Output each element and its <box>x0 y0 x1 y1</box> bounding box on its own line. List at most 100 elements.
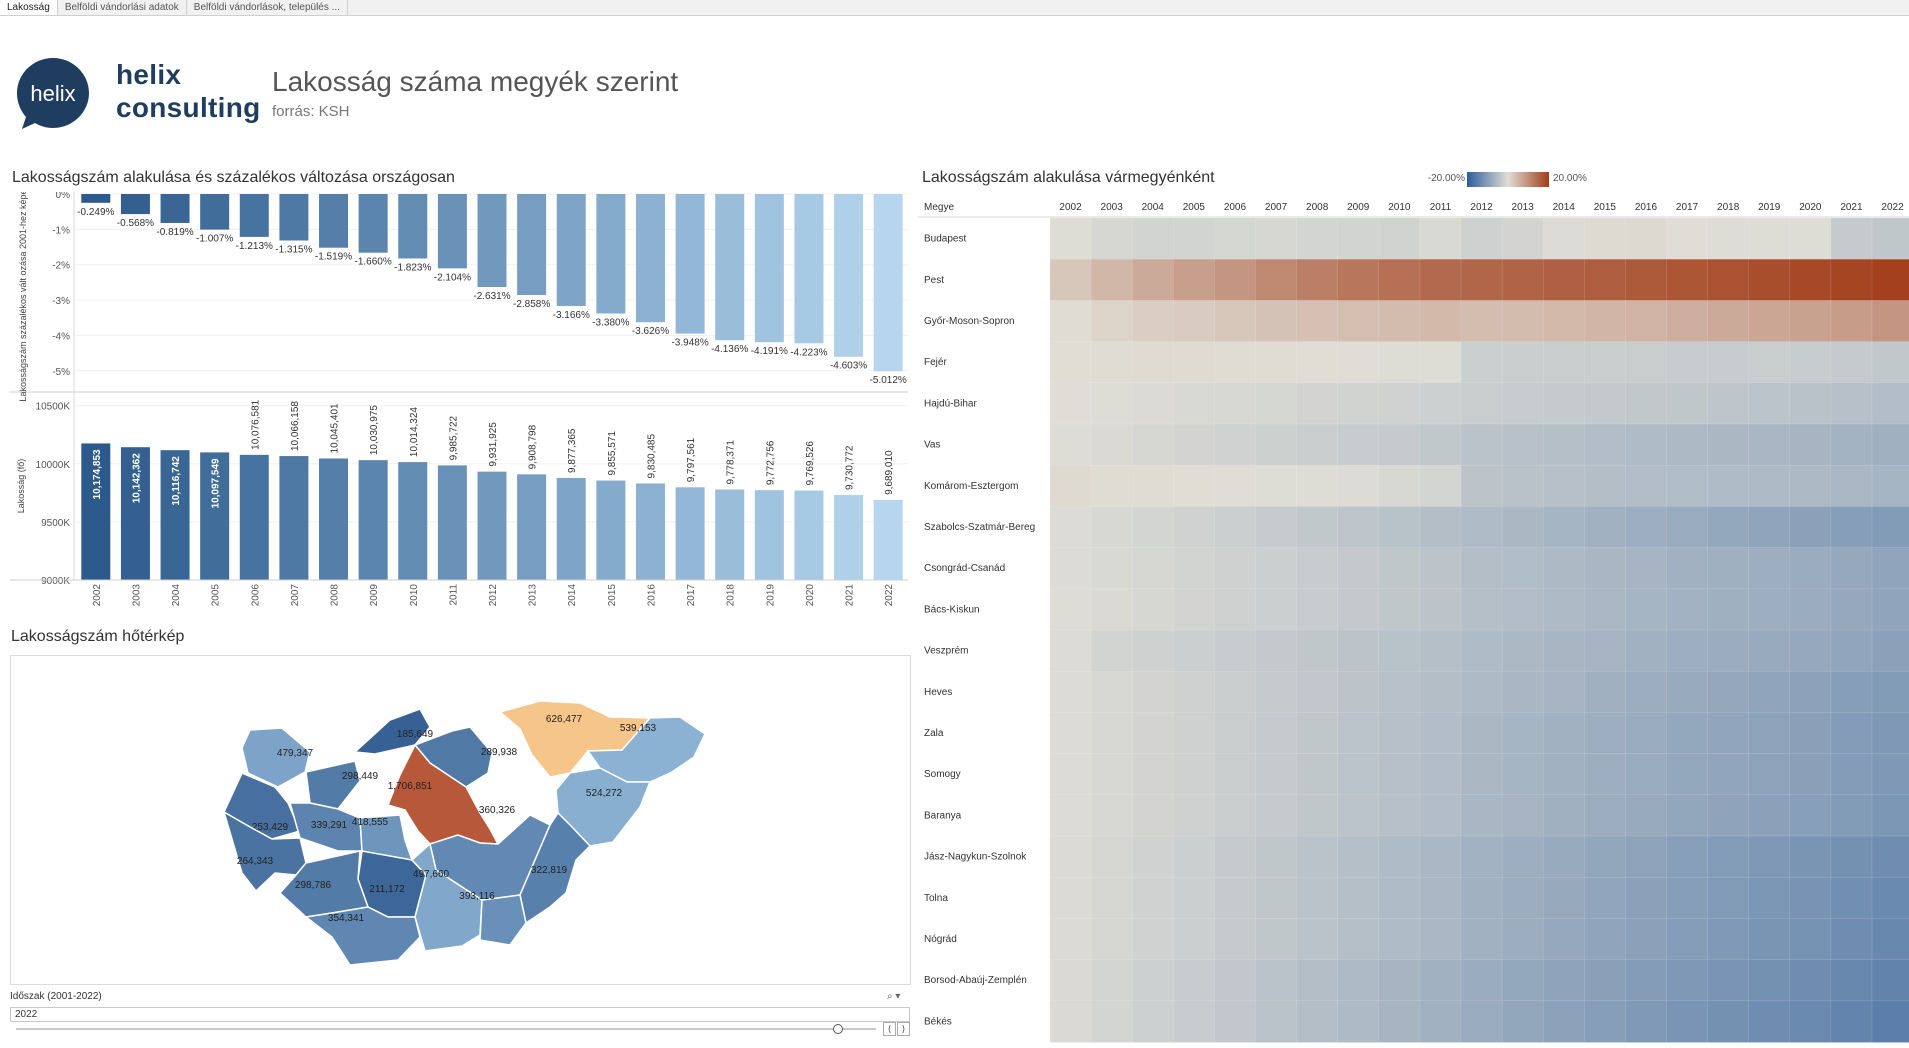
heatmap-cell <box>1666 258 1709 302</box>
heatmap-cell <box>1255 629 1298 672</box>
heatmap-cell <box>1584 382 1627 425</box>
heatmap-cell <box>1625 835 1668 878</box>
heatmap-cell <box>1049 300 1092 343</box>
slider-next-button[interactable]: ⟩ <box>897 1022 910 1036</box>
heatmap-cell <box>1337 506 1380 549</box>
heatmap-cell <box>1666 918 1709 961</box>
pop-tick-label: 9000K <box>41 576 70 587</box>
heatmap-cell <box>1707 382 1750 425</box>
heatmap-cell <box>1419 341 1462 384</box>
pct-bar <box>834 194 864 357</box>
pct-bar <box>477 194 507 288</box>
heatmap-year-label: 2003 <box>1101 202 1124 213</box>
heatmap-cell <box>1049 464 1092 508</box>
heatmap-cell <box>1049 547 1092 590</box>
heatmap-cell <box>1707 876 1750 920</box>
heatmap-cell <box>1173 258 1216 302</box>
slider-prev-button[interactable]: ⟨ <box>883 1022 896 1036</box>
heatmap-cell <box>1173 341 1216 384</box>
period-slider-track[interactable] <box>16 1028 876 1030</box>
heatmap-cell <box>1625 258 1668 302</box>
heatmap-cell <box>1501 918 1544 961</box>
map-region <box>519 811 592 925</box>
heatmap-cell <box>1419 918 1462 961</box>
period-filter-input[interactable]: 2022 <box>10 1007 910 1022</box>
heatmap-cell <box>1049 918 1092 961</box>
heatmap-cell <box>1255 918 1298 961</box>
heatmap-cell <box>1090 258 1133 302</box>
heatmap-cell <box>1542 464 1586 508</box>
pct-bar <box>794 194 824 344</box>
heatmap-cell <box>1090 959 1133 1002</box>
heatmap-cell <box>1131 506 1175 549</box>
heatmap-cell <box>1501 1000 1544 1043</box>
pct-bar <box>596 194 626 314</box>
heatmap-cell <box>1460 794 1503 837</box>
heatmap-cell <box>1707 959 1750 1002</box>
heatmap-cell <box>1419 835 1462 878</box>
heatmap-cell <box>1049 506 1092 549</box>
heatmap-cell <box>1214 464 1257 508</box>
heatmap-cell <box>1419 794 1462 837</box>
heatmap-cell <box>1748 258 1791 302</box>
tab-belfoldi-vandorlasi[interactable]: Belföldi vándorlási adatok <box>58 0 187 15</box>
heatmap-cell <box>1255 258 1298 302</box>
pct-tick-label: 0% <box>56 192 71 201</box>
heatmap-cell <box>1378 918 1421 961</box>
heatmap-cell <box>1871 341 1909 384</box>
heatmap-cell <box>1378 670 1421 714</box>
pop-bar-label: 9,730,772 <box>845 445 856 490</box>
heatmap-cell <box>1789 835 1832 878</box>
pct-bar <box>279 194 309 241</box>
heatmap-cell <box>1419 629 1462 672</box>
heatmap-cell <box>1255 217 1298 260</box>
heatmap-cell <box>1173 423 1216 466</box>
tab-lakossag[interactable]: Lakosság <box>0 0 58 15</box>
heatmap-cell <box>1214 588 1257 631</box>
heatmap-cell <box>1214 423 1257 466</box>
map-region-label: 1,706,851 <box>388 781 433 792</box>
filter-search-icon[interactable]: ⌕ ▾ <box>887 991 901 1002</box>
heatmap-cell <box>1460 876 1503 920</box>
heatmap-cell <box>1830 712 1873 755</box>
pct-bar <box>319 194 349 248</box>
pct-tick-label: -3% <box>52 296 70 307</box>
heatmap-cell <box>1131 753 1175 796</box>
heatmap-cell <box>1214 876 1257 920</box>
heatmap-cell <box>1666 1000 1709 1043</box>
heatmap-cell <box>1830 918 1873 961</box>
heatmap-cell <box>1419 258 1462 302</box>
pop-bar <box>675 487 705 580</box>
heatmap-cell <box>1707 712 1750 755</box>
heatmap-cell <box>1460 629 1503 672</box>
heatmap-cell <box>1049 382 1092 425</box>
heatmap-cell <box>1830 794 1873 837</box>
heatmap-cell <box>1131 547 1175 590</box>
map-region-label: 626,477 <box>546 714 583 725</box>
heatmap-cell <box>1173 588 1216 631</box>
map-region-label: 289,938 <box>481 747 518 758</box>
heatmap-cell <box>1871 712 1909 755</box>
heatmap-cell <box>1501 712 1544 755</box>
heatmap-cell <box>1625 547 1668 590</box>
heatmap-cell <box>1748 423 1791 466</box>
heatmap-row-label: Zala <box>924 728 944 739</box>
heatmap-cell <box>1131 876 1175 920</box>
heatmap-cell <box>1131 382 1175 425</box>
heatmap-cell <box>1255 300 1298 343</box>
pop-bar <box>834 495 864 580</box>
heatmap-row-label: Nógrád <box>924 934 957 945</box>
heatmap-cell <box>1173 382 1216 425</box>
heatmap-cell <box>1378 1000 1421 1043</box>
heatmap-cell <box>1501 794 1544 837</box>
pop-bar <box>319 458 349 580</box>
heatmap-cell <box>1090 794 1133 837</box>
x-tick-label: 2008 <box>330 584 341 607</box>
heatmap-year-label: 2005 <box>1183 202 1206 213</box>
period-slider-thumb[interactable] <box>833 1024 843 1034</box>
heatmap-year-label: 2019 <box>1758 202 1781 213</box>
heatmap-legend-bar <box>1467 172 1549 187</box>
pct-bar-label: -4.223% <box>790 347 827 358</box>
pct-bar <box>437 194 467 269</box>
tab-belfoldi-vandorlasok-telepules[interactable]: Belföldi vándorlások, település ... <box>187 0 348 15</box>
